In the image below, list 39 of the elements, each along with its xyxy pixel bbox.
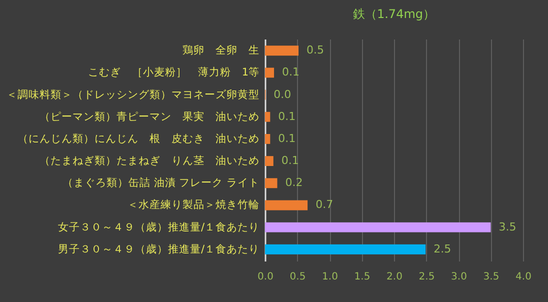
- bar: [265, 156, 274, 166]
- x-tick-label: 0.0: [258, 272, 274, 282]
- bar: [265, 46, 299, 56]
- x-tick-label: 3.0: [451, 272, 467, 282]
- y-tick-label: ＜水産練り製品＞焼き竹輪: [128, 198, 260, 212]
- data-label: 0.1: [278, 110, 296, 123]
- data-label: 3.5: [498, 220, 516, 234]
- bar: [265, 222, 491, 232]
- y-tick-label: （ピーマン類）青ピーマン 果実 油いため: [40, 110, 260, 123]
- data-label: 0.1: [281, 154, 299, 168]
- y-tick-label: （にんじん類）にんじん 根 皮むき 油いため: [18, 132, 260, 145]
- x-tick-label: 1.0: [322, 272, 338, 282]
- data-label: 0.0: [274, 88, 292, 101]
- data-label: 0.1: [282, 66, 300, 79]
- data-label: 0.5: [306, 44, 324, 57]
- bar: [265, 200, 308, 210]
- y-tick-label: （まぐろ類）缶詰 油漬 フレーク ライト: [62, 176, 260, 190]
- x-tick-label: 4.0: [516, 272, 532, 282]
- y-tick-label: （たまねぎ類）たまねぎ りん茎 油いため: [40, 154, 260, 168]
- y-tick-label: 女子３０～４９（歳）推進量/１食あたり: [58, 220, 260, 234]
- chart-title: 鉄（1.74mg）: [352, 7, 436, 21]
- bar: [265, 134, 270, 144]
- data-label: 0.2: [285, 176, 303, 190]
- bar: [265, 244, 426, 254]
- y-tick-label: ＜調味料類＞（ドレッシング類）マヨネーズ卵黄型: [6, 88, 260, 101]
- data-label: 0.1: [278, 132, 296, 145]
- x-tick-label: 0.5: [290, 272, 306, 282]
- data-label: 0.7: [316, 198, 334, 212]
- data-label: 2.5: [434, 242, 452, 256]
- y-tick-label: 鶏卵 全卵 生: [182, 44, 260, 57]
- x-tick-label: 1.5: [354, 272, 370, 282]
- y-tick-label: こむぎ ［小麦粉］ 薄力粉 1等: [88, 66, 260, 79]
- y-tick-label: 男子３０～４９（歳）推進量/１食あたり: [58, 242, 260, 256]
- bar: [265, 68, 274, 78]
- x-tick-label: 3.5: [483, 272, 500, 282]
- x-tick-label: 2.0: [386, 272, 402, 282]
- x-tick-label: 2.5: [418, 272, 435, 282]
- bar: [265, 178, 278, 188]
- bar: [265, 112, 270, 122]
